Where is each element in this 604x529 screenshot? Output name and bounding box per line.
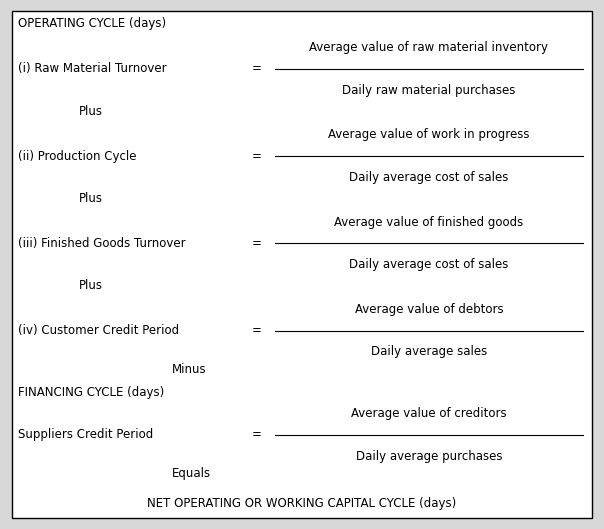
Text: Daily average cost of sales: Daily average cost of sales bbox=[349, 171, 509, 184]
FancyBboxPatch shape bbox=[12, 11, 592, 518]
Text: Average value of debtors: Average value of debtors bbox=[355, 303, 503, 316]
Text: NET OPERATING OR WORKING CAPITAL CYCLE (days): NET OPERATING OR WORKING CAPITAL CYCLE (… bbox=[147, 497, 457, 510]
Text: =: = bbox=[252, 62, 262, 75]
Text: =: = bbox=[252, 428, 262, 441]
Text: Average value of creditors: Average value of creditors bbox=[351, 407, 507, 420]
Text: Minus: Minus bbox=[172, 363, 207, 376]
Text: Plus: Plus bbox=[79, 279, 103, 292]
Text: (iii) Finished Goods Turnover: (iii) Finished Goods Turnover bbox=[18, 237, 186, 250]
Text: =: = bbox=[252, 324, 262, 337]
Text: Average value of work in progress: Average value of work in progress bbox=[328, 128, 530, 141]
Text: Average value of raw material inventory: Average value of raw material inventory bbox=[309, 41, 548, 54]
Text: Equals: Equals bbox=[172, 467, 211, 480]
Text: =: = bbox=[252, 237, 262, 250]
Text: =: = bbox=[252, 150, 262, 162]
Text: Daily average purchases: Daily average purchases bbox=[356, 450, 502, 463]
Text: Plus: Plus bbox=[79, 192, 103, 205]
Text: (iv) Customer Credit Period: (iv) Customer Credit Period bbox=[18, 324, 179, 337]
Text: Daily average sales: Daily average sales bbox=[371, 345, 487, 359]
Text: (i) Raw Material Turnover: (i) Raw Material Turnover bbox=[18, 62, 167, 75]
Text: Average value of finished goods: Average value of finished goods bbox=[334, 215, 524, 229]
Text: Suppliers Credit Period: Suppliers Credit Period bbox=[18, 428, 153, 441]
Text: Daily raw material purchases: Daily raw material purchases bbox=[342, 84, 516, 97]
Text: Daily average cost of sales: Daily average cost of sales bbox=[349, 258, 509, 271]
Text: Plus: Plus bbox=[79, 105, 103, 117]
Text: (ii) Production Cycle: (ii) Production Cycle bbox=[18, 150, 137, 162]
Text: OPERATING CYCLE (days): OPERATING CYCLE (days) bbox=[18, 17, 166, 30]
Text: FINANCING CYCLE (days): FINANCING CYCLE (days) bbox=[18, 386, 164, 399]
